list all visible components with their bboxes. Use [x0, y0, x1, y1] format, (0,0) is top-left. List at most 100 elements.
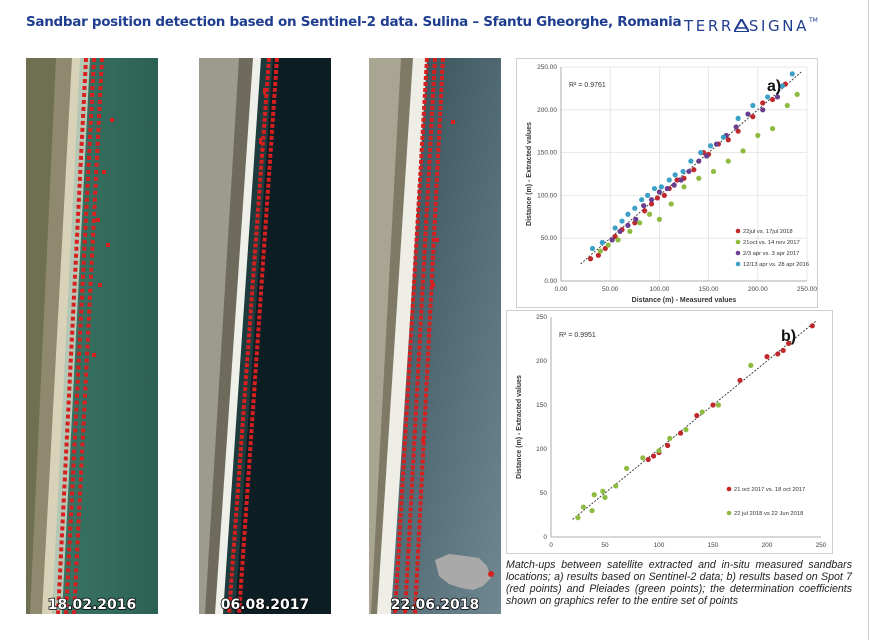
data-point [740, 148, 746, 154]
data-point [696, 158, 702, 164]
data-point [602, 245, 608, 252]
legend-marker [726, 510, 732, 516]
data-point [612, 233, 618, 240]
data-point [683, 427, 689, 433]
chart-a-panel: 0.00 50.00 100.00 150.00 200.00 250.00 0.00 50.… [516, 58, 818, 308]
data-point [691, 167, 697, 173]
x-tick-label: 200 [762, 542, 773, 549]
legend-label: 22 jul 2018 vs 22 Jun 2018 [734, 511, 803, 517]
y-tick-label: 0.00 [544, 278, 557, 285]
data-point [733, 124, 739, 130]
y-tick-label: 150.00 [537, 150, 557, 157]
data-point [713, 141, 720, 147]
data-point [809, 323, 815, 329]
data-point [748, 362, 754, 368]
y-tick-label: 250 [536, 314, 547, 321]
data-point [633, 216, 639, 222]
data-point [678, 430, 684, 436]
data-point [632, 205, 638, 211]
data-point [600, 488, 606, 494]
legend-label: 21 oct 2017 vs. 18 oct 2017 [734, 487, 805, 493]
legend-marker [735, 228, 741, 234]
x-tick-label: 150 [708, 542, 719, 549]
data-point [648, 201, 655, 207]
legend-label: 2/3 apr vs. 3 apr 2017 [743, 251, 799, 257]
x-tick-label: 0.00 [555, 286, 568, 293]
data-point [674, 177, 680, 183]
r-squared-label: R² = 0.9761 [569, 82, 606, 89]
data-point [625, 211, 631, 217]
data-point [715, 402, 721, 408]
romania-map-icon [435, 554, 491, 590]
data-point [617, 228, 623, 234]
logo-text-right: SIGNA [748, 17, 809, 35]
data-point [597, 248, 603, 254]
data-point [668, 201, 674, 207]
data-point [656, 189, 662, 195]
data-point [661, 192, 667, 198]
data-point [775, 351, 781, 357]
panel-label: a) [767, 78, 781, 95]
data-point [707, 143, 714, 149]
y-tick-label: 50 [540, 490, 548, 497]
data-point [658, 184, 664, 190]
data-point [769, 126, 776, 132]
data-point [794, 91, 800, 97]
y-tick-label: 100 [536, 446, 547, 453]
data-point [760, 107, 766, 113]
data-point [589, 508, 595, 514]
data-point [710, 402, 716, 408]
data-point [644, 192, 651, 198]
data-point [637, 220, 643, 226]
y-tick-label: 100.00 [537, 192, 557, 199]
data-point [605, 242, 611, 248]
x-axis-label: Distance (m) - Measured values [632, 297, 737, 304]
logo-triangle-icon [732, 16, 751, 33]
legend-marker [726, 486, 732, 492]
data-point [725, 137, 731, 143]
data-point [602, 494, 608, 500]
data-point [688, 158, 694, 164]
data-point [725, 158, 731, 164]
legend-label: 12/13 apr vs. 28 apr 2016 [743, 262, 809, 268]
satellite-image-2018: 22.06.2018 [369, 58, 501, 614]
x-tick-label: 50.00 [602, 286, 619, 293]
r-squared-label: R² = 0.9951 [559, 332, 596, 339]
data-point [641, 203, 647, 209]
data-point [627, 228, 633, 234]
data-point [678, 177, 684, 183]
data-point [615, 237, 621, 243]
y-tick-label: 200 [536, 358, 547, 365]
x-tick-label: 250.00 [797, 286, 817, 293]
data-point [774, 94, 781, 100]
image-date-2016: 18.02.2016 [48, 597, 137, 613]
data-point [591, 492, 597, 498]
legend-marker [735, 250, 741, 256]
data-point [575, 515, 581, 521]
data-point [750, 102, 756, 109]
data-point [612, 225, 618, 231]
data-point [645, 456, 651, 463]
y-axis-label: Distance (m) - Extracted values [526, 122, 533, 226]
x-tick-label: 150.00 [699, 286, 719, 293]
data-point [786, 340, 792, 346]
figure-caption: Match-ups between satellite extracted an… [506, 559, 852, 607]
data-point [651, 185, 658, 192]
data-point [587, 256, 594, 262]
data-point [642, 208, 648, 214]
data-point [589, 245, 596, 252]
legend-marker [735, 261, 741, 267]
data-point [666, 177, 672, 183]
data-point [720, 134, 726, 140]
data-point [735, 128, 741, 134]
data-point [651, 453, 657, 459]
data-point [613, 483, 619, 489]
legend-label: 22jul vs. 17jul 2018 [743, 229, 793, 235]
image-date-2017: 06.08.2017 [221, 597, 310, 613]
data-point [686, 168, 692, 175]
data-point [671, 182, 677, 188]
data-point [599, 239, 605, 246]
data-point [755, 132, 761, 139]
data-point [764, 354, 770, 360]
